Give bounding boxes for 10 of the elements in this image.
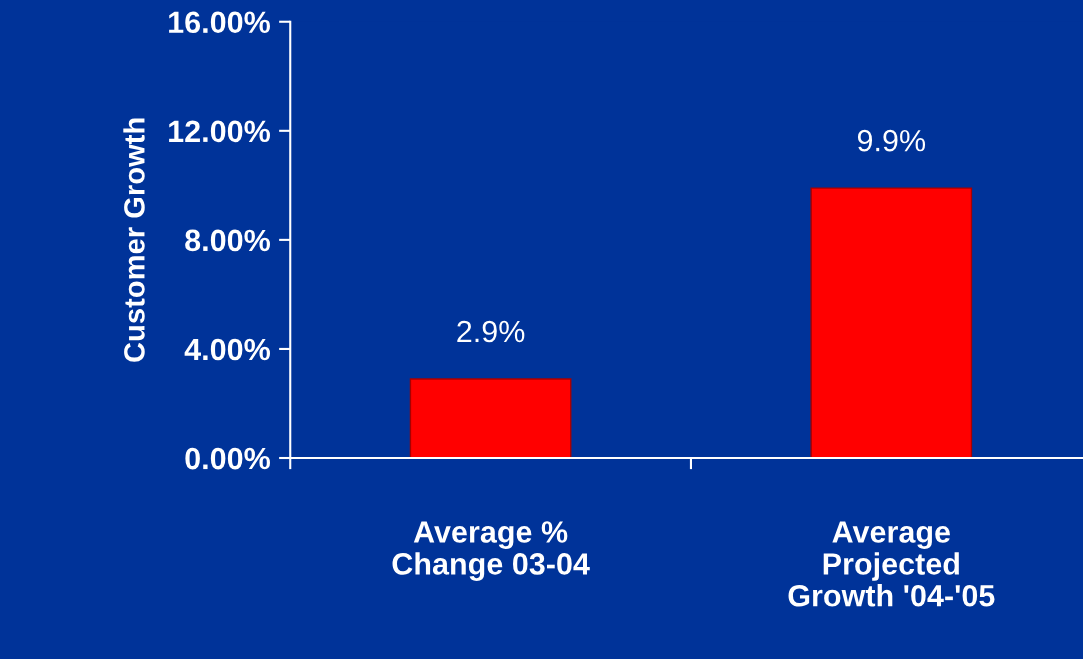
x-tick-label: Average % Change 03-04 — [392, 521, 590, 581]
data-label: 9.9% — [857, 129, 926, 152]
y-tick-label: 4.00% — [184, 338, 270, 361]
y-tick-label: 16.00% — [169, 11, 270, 34]
y-tick-label: 0.00% — [185, 447, 270, 470]
y-axis-title: Customer Growth — [123, 118, 145, 362]
y-tick-label: 12.00% — [169, 120, 270, 143]
x-tick-label: Average Projected Growth '04-'05 — [788, 521, 995, 607]
y-tick-label: 8.00% — [185, 229, 270, 252]
data-label: 2.9% — [457, 320, 525, 343]
